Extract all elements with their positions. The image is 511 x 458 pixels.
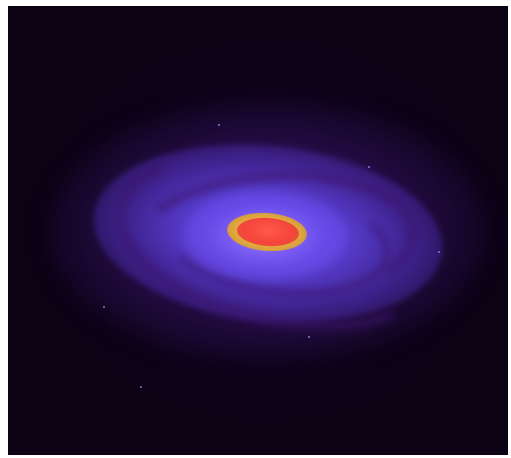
star [438, 251, 440, 253]
star [218, 124, 220, 126]
star [308, 336, 310, 338]
star-field [8, 6, 508, 455]
star [103, 306, 105, 308]
star [140, 386, 142, 388]
star [368, 166, 370, 168]
galaxy-image [8, 6, 508, 455]
